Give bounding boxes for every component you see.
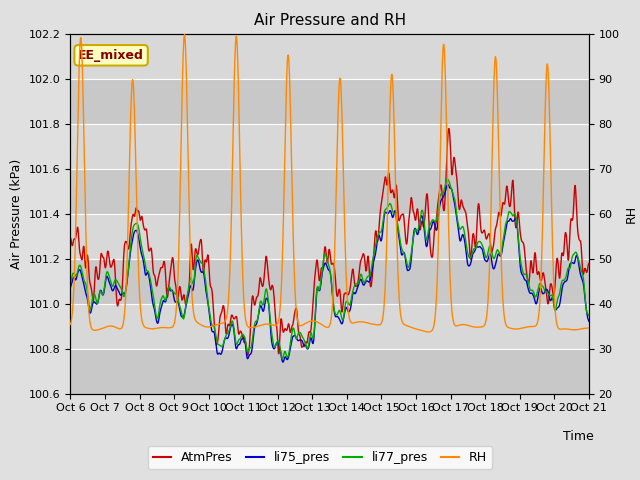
li77_pres xyxy=(107,278,115,284)
li77_pres xyxy=(585,312,593,318)
Bar xyxy=(70,348,589,394)
Line: li77_pres: li77_pres xyxy=(70,179,589,359)
li75_pres xyxy=(107,283,115,288)
AtmPres xyxy=(244,352,252,358)
li77_pres xyxy=(67,281,74,287)
RH xyxy=(307,318,315,324)
li77_pres xyxy=(287,338,294,344)
li75_pres xyxy=(444,181,452,187)
Title: Air Pressure and RH: Air Pressure and RH xyxy=(253,13,406,28)
li77_pres xyxy=(278,356,286,361)
AtmPres xyxy=(128,218,136,224)
li77_pres xyxy=(298,332,305,337)
li75_pres xyxy=(585,318,593,324)
AtmPres xyxy=(287,329,294,335)
RH xyxy=(585,325,593,331)
Bar xyxy=(70,259,589,303)
AtmPres xyxy=(585,261,593,266)
RH xyxy=(128,87,136,93)
li75_pres xyxy=(287,343,294,348)
li75_pres xyxy=(362,279,369,285)
Line: AtmPres: AtmPres xyxy=(70,129,589,355)
RH xyxy=(67,322,74,327)
li75_pres xyxy=(298,337,305,343)
X-axis label: Time: Time xyxy=(563,430,594,443)
RH xyxy=(424,329,432,335)
li75_pres xyxy=(67,285,74,290)
RH xyxy=(362,320,369,325)
Bar xyxy=(70,79,589,123)
li75_pres xyxy=(128,241,136,247)
Y-axis label: RH: RH xyxy=(625,204,638,223)
RH xyxy=(107,323,115,329)
li75_pres xyxy=(279,359,287,365)
li77_pres xyxy=(128,234,136,240)
RH xyxy=(180,32,188,37)
Line: RH: RH xyxy=(70,35,589,332)
Legend: AtmPres, li75_pres, li77_pres, RH: AtmPres, li75_pres, li77_pres, RH xyxy=(148,446,492,469)
li77_pres xyxy=(362,277,369,283)
Bar xyxy=(70,168,589,214)
AtmPres xyxy=(307,328,315,334)
Line: li75_pres: li75_pres xyxy=(70,184,589,362)
li77_pres xyxy=(444,176,451,182)
RH xyxy=(298,323,305,328)
li77_pres xyxy=(307,330,315,336)
Text: EE_mixed: EE_mixed xyxy=(78,49,144,62)
AtmPres xyxy=(362,267,369,273)
AtmPres xyxy=(445,126,452,132)
li75_pres xyxy=(307,335,315,341)
Y-axis label: Air Pressure (kPa): Air Pressure (kPa) xyxy=(10,158,23,269)
AtmPres xyxy=(67,235,74,241)
AtmPres xyxy=(298,343,305,349)
RH xyxy=(287,118,294,124)
AtmPres xyxy=(107,264,115,270)
